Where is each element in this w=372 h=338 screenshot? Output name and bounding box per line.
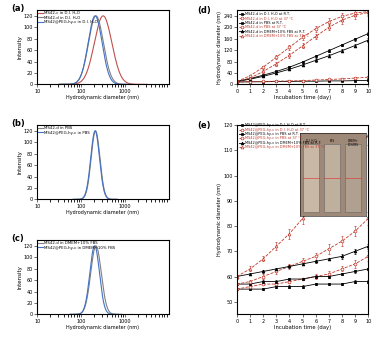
Legend: MS42-d in PBS, MS42@PEG-hy-c in PBS: MS42-d in PBS, MS42@PEG-hy-c in PBS [38,126,90,135]
Text: (a): (a) [11,4,24,13]
MS42-d in DMEM+10% FBS [94,244,98,248]
MS42-d in D.I. H₂O [76,79,80,83]
X-axis label: Incubation time (day): Incubation time (day) [274,95,331,100]
Legend: MS42@PEG-hy-c in D.I. H₂O at R.T., MS42@PEG-hy-c in D.I. H₂O at 37 °C, MS42@PEG-: MS42@PEG-hy-c in D.I. H₂O at R.T., MS42@… [238,123,325,149]
MS42@PEG-hy-c in DMEM+10% FBS [81,309,85,313]
MS42@PEG-hy-c in PBS [100,181,105,185]
MS42-c in D.I. H₂O [57,82,61,87]
MS42@PEG-hy-c in DMEM+10% FBS [93,244,97,248]
MS42@PEG-hy-c in PBS [97,152,101,156]
MS42-d in DMEM+10% FBS [77,312,81,316]
MS42@PEG-hy-c in D.I. H₂O [93,14,97,18]
MS42@PEG-hy-c in DMEM+10% FBS [90,251,94,255]
Line: MS42@PEG-hy-c in DMEM+10% FBS: MS42@PEG-hy-c in DMEM+10% FBS [71,246,119,314]
MS42-d in DMEM+10% FBS [107,310,112,314]
MS42-c in D.I. H₂O [101,14,105,18]
MS42@PEG-hy-c in D.I. H₂O [111,80,115,84]
MS42-d in DMEM+10% FBS [120,312,125,316]
MS42-d in PBS [115,197,120,201]
Legend: MS42-d in DMEM+10% FBS, MS42@PEG-hy-c in DMEM+10% FBS: MS42-d in DMEM+10% FBS, MS42@PEG-hy-c in… [38,241,115,250]
MS42-d in PBS [101,181,105,185]
Line: MS42-d in PBS: MS42-d in PBS [74,131,118,199]
Y-axis label: Intensity: Intensity [17,35,22,59]
MS42-d in PBS [83,194,87,198]
MS42-d in DMEM+10% FBS [67,312,72,316]
X-axis label: Incubation time (day): Incubation time (day) [274,325,331,330]
Line: MS42-d in D.I. H₂O: MS42-d in D.I. H₂O [59,16,133,84]
MS42@PEG-hy-c in D.I. H₂O [90,21,94,25]
MS42@PEG-hy-c in DMEM+10% FBS [77,312,81,316]
MS42-d in PBS [105,195,109,199]
MS42-d in D.I. H₂O [57,82,61,87]
Y-axis label: Intensity: Intensity [17,265,22,289]
MS42-c in D.I. H₂O [73,82,77,86]
Line: MS42@PEG-hy-c in D.I. H₂O: MS42@PEG-hy-c in D.I. H₂O [60,16,130,84]
MS42-d in DMEM+10% FBS [103,296,107,300]
MS42@PEG-hy-c in PBS [82,194,87,198]
MS42@PEG-hy-c in D.I. H₂O [99,37,104,41]
MS42-d in D.I. H₂O [106,66,111,70]
MS42-d in D.I. H₂O [70,82,74,86]
MS42-d in DMEM+10% FBS [99,267,103,271]
MS42-c in D.I. H₂O [123,80,128,84]
MS42@PEG-hy-c in PBS [79,197,83,201]
MS42@PEG-hy-c in PBS [93,129,97,133]
MS42@PEG-hy-c in D.I. H₂O [70,82,75,86]
MS42-c in D.I. H₂O [145,82,149,87]
MS42@PEG-hy-c in PBS [71,197,76,201]
MS42-d in PBS [93,129,98,133]
Line: MS42-c in D.I. H₂O: MS42-c in D.I. H₂O [59,16,147,84]
MS42@PEG-hy-c in D.I. H₂O [58,82,62,87]
MS42-d in PBS [71,197,76,201]
Text: (d): (d) [198,6,211,16]
MS42@PEG-hy-c in DMEM+10% FBS [68,312,73,316]
Y-axis label: Hydrodynamic diameter (nm): Hydrodynamic diameter (nm) [217,183,222,256]
MS42@PEG-hy-c in DMEM+10% FBS [100,296,105,300]
MS42@PEG-hy-c in DMEM+10% FBS [105,310,109,314]
MS42-d in DMEM+10% FBS [91,251,96,255]
MS42@PEG-hy-c in DMEM+10% FBS [97,267,101,271]
MS42-d in D.I. H₂O [90,21,95,25]
X-axis label: Hydrodynamic diameter (nm): Hydrodynamic diameter (nm) [66,210,140,215]
MS42@PEG-hy-c in D.I. H₂O [128,82,132,87]
MS42-d in PBS [97,152,102,156]
MS42-c in D.I. H₂O [80,79,84,83]
Text: (c): (c) [11,234,24,243]
Y-axis label: Hydrodynamic diameter (nm): Hydrodynamic diameter (nm) [217,11,222,84]
Legend: MS42-c in D.I. H₂O, MS42-d in D.I. H₂O, MS42@PEG-hy-c in D.I. H₂O: MS42-c in D.I. H₂O, MS42-d in D.I. H₂O, … [38,11,98,25]
Text: (b): (b) [11,119,25,128]
MS42@PEG-hy-c in PBS [91,136,95,140]
MS42@PEG-hy-c in D.I. H₂O [105,66,109,70]
MS42-d in D.I. H₂O [94,14,98,18]
Line: MS42-d in DMEM+10% FBS: MS42-d in DMEM+10% FBS [70,246,122,314]
MS42-c in D.I. H₂O [97,21,101,25]
X-axis label: Hydrodynamic diameter (nm): Hydrodynamic diameter (nm) [66,95,140,100]
MS42-c in D.I. H₂O [109,37,113,41]
MS42-d in D.I. H₂O [113,80,117,84]
Text: (e): (e) [198,121,211,130]
X-axis label: Hydrodynamic diameter (nm): Hydrodynamic diameter (nm) [66,325,140,330]
MS42@PEG-hy-c in PBS [104,195,109,199]
MS42@PEG-hy-c in D.I. H₂O [76,79,80,83]
MS42@PEG-hy-c in PBS [115,197,119,201]
MS42-c in D.I. H₂O [116,66,120,70]
MS42-d in D.I. H₂O [100,37,105,41]
MS42-d in D.I. H₂O [131,82,135,87]
Y-axis label: Intensity: Intensity [17,150,22,174]
MS42-d in PBS [79,197,84,201]
MS42-d in DMEM+10% FBS [81,309,86,313]
Legend: MS42-d in D.I. H₂O at R.T., MS42-d in D.I. H₂O at 37 °C, MS42-d in PBS at R.T., : MS42-d in D.I. H₂O at R.T., MS42-d in D.… [238,12,309,38]
Line: MS42@PEG-hy-c in PBS: MS42@PEG-hy-c in PBS [73,131,117,199]
MS42-d in PBS [91,136,96,140]
MS42@PEG-hy-c in DMEM+10% FBS [116,312,121,316]
